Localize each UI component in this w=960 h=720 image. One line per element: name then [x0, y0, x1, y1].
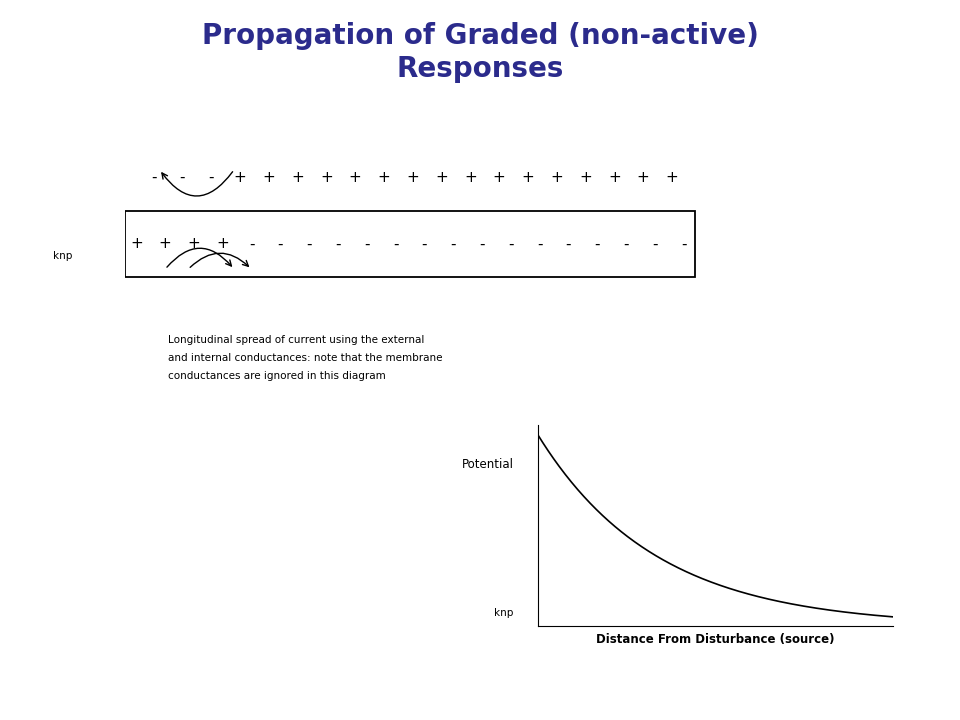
Text: +: + — [521, 170, 535, 185]
Text: +: + — [406, 170, 420, 185]
Text: -: - — [151, 170, 156, 185]
FancyBboxPatch shape — [125, 211, 695, 277]
Text: -: - — [565, 236, 571, 251]
Text: -: - — [594, 236, 600, 251]
Text: -: - — [306, 236, 312, 251]
Text: -: - — [681, 236, 686, 251]
Text: -: - — [208, 170, 214, 185]
Text: -: - — [508, 236, 514, 251]
Text: +: + — [348, 170, 362, 185]
Text: +: + — [464, 170, 477, 185]
Text: +: + — [579, 170, 592, 185]
Text: +: + — [158, 236, 172, 251]
Text: +: + — [216, 236, 229, 251]
Text: +: + — [435, 170, 448, 185]
Text: Propagation of Graded (non-active)
Responses: Propagation of Graded (non-active) Respo… — [202, 22, 758, 83]
X-axis label: Distance From Disturbance (source): Distance From Disturbance (source) — [596, 634, 834, 647]
Text: +: + — [550, 170, 564, 185]
Text: Longitudinal spread of current using the external: Longitudinal spread of current using the… — [168, 335, 424, 345]
Text: -: - — [393, 236, 398, 251]
Text: -: - — [335, 236, 341, 251]
Text: knp: knp — [53, 251, 72, 261]
Text: -: - — [479, 236, 485, 251]
Text: +: + — [608, 170, 621, 185]
Text: -: - — [180, 170, 185, 185]
Text: knp: knp — [494, 608, 514, 618]
Text: +: + — [130, 236, 143, 251]
Text: +: + — [320, 170, 333, 185]
Text: conductances are ignored in this diagram: conductances are ignored in this diagram — [168, 371, 386, 381]
Text: -: - — [421, 236, 427, 251]
Text: -: - — [537, 236, 542, 251]
Text: -: - — [623, 236, 629, 251]
Text: +: + — [262, 170, 276, 185]
Text: -: - — [364, 236, 370, 251]
Text: -: - — [249, 236, 254, 251]
Text: +: + — [233, 170, 247, 185]
Text: -: - — [652, 236, 658, 251]
Text: +: + — [291, 170, 304, 185]
Text: +: + — [636, 170, 650, 185]
Text: Potential: Potential — [462, 458, 514, 471]
Text: -: - — [277, 236, 283, 251]
Text: +: + — [492, 170, 506, 185]
Text: +: + — [377, 170, 391, 185]
Text: -: - — [450, 236, 456, 251]
Text: +: + — [187, 236, 201, 251]
Text: and internal conductances: note that the membrane: and internal conductances: note that the… — [168, 353, 443, 363]
Text: +: + — [665, 170, 679, 185]
